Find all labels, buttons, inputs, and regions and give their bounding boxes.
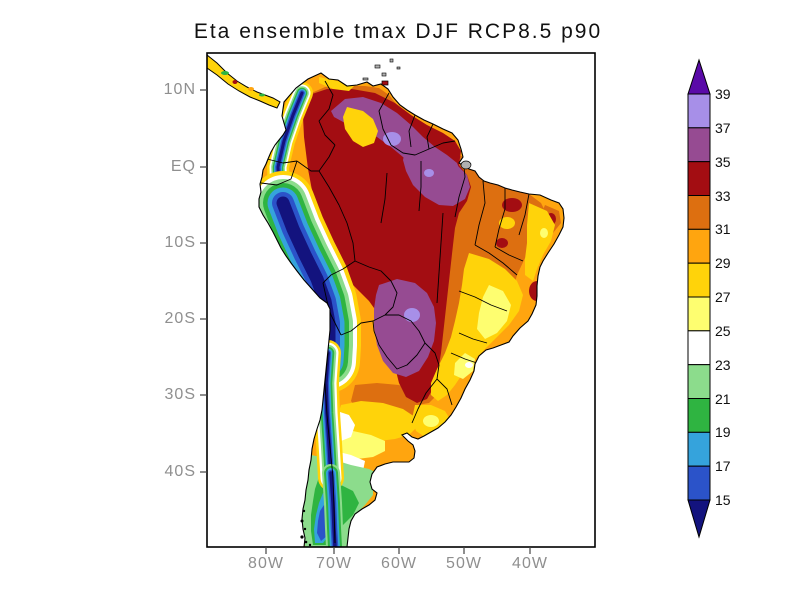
colorbar-segment-11 <box>688 466 710 500</box>
ca-highland-spot <box>259 94 265 97</box>
lat-tick-label-30S: 30S <box>134 385 196 405</box>
ca-spot <box>248 87 254 91</box>
colorbar-segment-9 <box>688 399 710 433</box>
colorbar-tick-label-19: 19 <box>715 424 731 440</box>
colorbar-tick-label-33: 33 <box>715 188 731 204</box>
field-25-27-spot <box>540 228 548 238</box>
colorbar-segment-0 <box>688 94 710 128</box>
colorbar <box>688 60 710 537</box>
longitude-ticks <box>266 547 530 554</box>
colorbar-segment-10 <box>688 432 710 466</box>
field-23-25-spot <box>465 362 473 368</box>
colorbar-tick-label-37: 37 <box>715 120 731 136</box>
field-37-39-spot <box>424 169 434 177</box>
colorbar-tick-label-27: 27 <box>715 289 731 305</box>
field-27-29-spot <box>499 217 515 229</box>
map-figure <box>0 0 800 600</box>
lon-tick-label-50W: 50W <box>432 554 496 574</box>
colorbar-segment-4 <box>688 229 710 263</box>
colorbar-lower-triangle <box>688 500 710 537</box>
colorbar-tick-label-21: 21 <box>715 391 731 407</box>
lon-tick-label-70W: 70W <box>302 554 366 574</box>
ca-hot-spot <box>233 80 238 84</box>
colorbar-tick-label-29: 29 <box>715 255 731 271</box>
colorbar-tick-label-31: 31 <box>715 221 731 237</box>
lat-tick-label-20S: 20S <box>134 309 196 329</box>
ca-highland-spot <box>221 71 229 75</box>
lon-tick-label-80W: 80W <box>234 554 298 574</box>
central-america <box>207 55 280 108</box>
colorbar-tick-label-39: 39 <box>715 86 731 102</box>
colorbar-tick-label-25: 25 <box>715 323 731 339</box>
colorbar-segment-3 <box>688 196 710 230</box>
lon-tick-label-40W: 40W <box>498 554 562 574</box>
field-37-39-spot <box>404 308 420 322</box>
chart-title: Eta ensemble tmax DJF RCP8.5 p90 <box>194 20 602 44</box>
lon-tick-label-60W: 60W <box>367 554 431 574</box>
colorbar-upper-triangle <box>688 60 710 94</box>
lat-tick-label-10N: 10N <box>134 80 196 100</box>
figure-canvas: Eta ensemble tmax DJF RCP8.5 p90 10N EQ 10… <box>0 0 800 600</box>
lat-tick-label-EQ: EQ <box>134 157 196 177</box>
latitude-ticks <box>200 90 207 472</box>
colorbar-segment-6 <box>688 297 710 331</box>
map-plot <box>207 53 595 547</box>
lat-tick-label-10S: 10S <box>134 233 196 253</box>
colorbar-segment-7 <box>688 331 710 365</box>
colorbar-segment-8 <box>688 365 710 399</box>
field-33-35-spot <box>496 238 508 248</box>
trinidad-island <box>382 81 388 85</box>
colorbar-segment-2 <box>688 162 710 196</box>
field-25-27-uruguay-center <box>423 415 439 427</box>
lat-tick-label-40S: 40S <box>134 462 196 482</box>
colorbar-tick-label-23: 23 <box>715 357 731 373</box>
colorbar-segment-1 <box>688 128 710 162</box>
colorbar-segment-5 <box>688 263 710 297</box>
marajo-island <box>461 161 471 169</box>
colorbar-tick-label-35: 35 <box>715 154 731 170</box>
colorbar-segments <box>688 94 710 500</box>
colorbar-tick-label-17: 17 <box>715 458 731 474</box>
colorbar-tick-label-15: 15 <box>715 492 731 508</box>
